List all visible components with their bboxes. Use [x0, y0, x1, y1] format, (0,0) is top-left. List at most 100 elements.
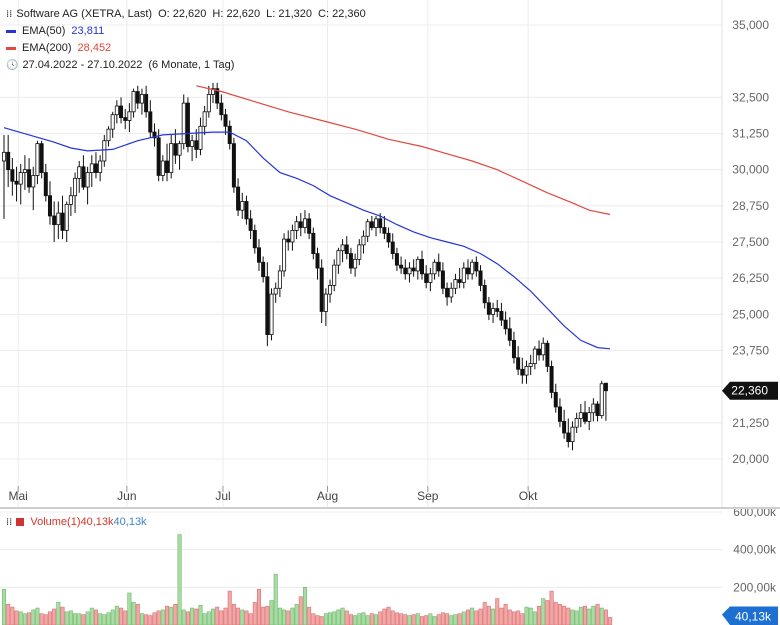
- candle-up: [461, 267, 466, 283]
- grip-icon[interactable]: ⁞⁞: [6, 516, 13, 528]
- candle-up: [31, 175, 36, 188]
- ema200-line: [196, 85, 611, 216]
- volume-bar: [194, 608, 199, 625]
- candle-up: [302, 218, 307, 228]
- high-value: 22,620: [226, 8, 261, 20]
- volume-bar: [445, 613, 450, 625]
- volume-bar: [22, 613, 27, 625]
- candle-down: [603, 382, 608, 392]
- candle-up: [532, 348, 537, 364]
- candle-down: [39, 143, 44, 173]
- candle-up: [190, 140, 195, 147]
- price-tick-label: 20,000: [732, 452, 769, 466]
- candle-down: [236, 186, 241, 211]
- volume-bar: [85, 611, 90, 625]
- ema50-line: [3, 127, 611, 350]
- ema200-legend-row[interactable]: EMA(200) 28,452: [6, 40, 366, 57]
- price-tick-label: 27,500: [732, 235, 769, 249]
- candle-up: [210, 88, 215, 95]
- volume-legend: ⁞⁞ Volume(1) 40,13k 40,13k: [6, 516, 147, 528]
- volume-bar: [591, 605, 596, 625]
- candle-up: [365, 221, 370, 237]
- candle-up: [22, 169, 27, 173]
- ema50-legend-row[interactable]: EMA(50) 23,811: [6, 23, 366, 40]
- volume-bar: [357, 613, 362, 625]
- volume-bar: [353, 615, 358, 625]
- grip-icon[interactable]: ⁞⁞: [6, 9, 13, 20]
- candle-down: [403, 267, 408, 275]
- volume-bar: [470, 607, 475, 625]
- volume-bar: [537, 605, 542, 625]
- volume-bar: [574, 610, 579, 625]
- volume-bar: [361, 612, 366, 625]
- candle-up: [277, 270, 282, 289]
- volume-bar: [127, 592, 132, 625]
- candle-down: [566, 432, 571, 443]
- candle-down: [399, 264, 404, 269]
- volume-bar: [374, 614, 379, 625]
- volume-bar: [156, 610, 161, 625]
- candle-down: [386, 232, 391, 243]
- ema50-label: EMA(50): [22, 25, 66, 37]
- candle-down: [248, 218, 253, 231]
- volume-bar: [603, 609, 608, 625]
- volume-bar: [206, 611, 211, 625]
- candle-down: [319, 267, 324, 312]
- volume-bar: [35, 607, 40, 625]
- volume-bar: [474, 610, 479, 625]
- volume-bar: [545, 600, 550, 625]
- price-tick-label: 30,000: [732, 163, 769, 177]
- volume-bar: [185, 611, 190, 625]
- volume-bar: [236, 607, 241, 625]
- candle-up: [160, 160, 165, 176]
- volume-bar: [223, 607, 228, 625]
- candle-down: [495, 308, 500, 312]
- price-tick-label: 25,000: [732, 307, 769, 321]
- volume-bar: [211, 608, 216, 625]
- volume-bar: [252, 602, 257, 625]
- open-label: O:: [158, 8, 170, 20]
- month-label: Mai: [9, 489, 28, 503]
- candle-up: [77, 166, 82, 179]
- ema50-swatch: [6, 30, 16, 33]
- candle-up: [202, 111, 207, 127]
- candle-down: [486, 302, 491, 315]
- volume-tag-bg: [722, 606, 778, 625]
- candle-down: [478, 270, 483, 286]
- price-tag-bg: [722, 381, 778, 400]
- volume-bar: [165, 605, 170, 625]
- candle-down: [545, 342, 550, 367]
- volume-bar: [344, 610, 349, 625]
- candle-down: [252, 230, 257, 249]
- volume-bar: [499, 607, 504, 625]
- candle-up: [198, 125, 203, 150]
- candle-up: [127, 111, 132, 121]
- low-label: L:: [266, 8, 276, 20]
- volume-bar: [507, 609, 512, 625]
- candle-up: [35, 143, 40, 176]
- candlestick-series: [2, 82, 608, 451]
- volume-bar: [478, 608, 483, 625]
- volume-bar: [10, 606, 15, 625]
- chart-legend: ⁞⁞ Software AG (XETRA, Last) O: 22,620 H…: [6, 6, 366, 74]
- candle-down: [516, 357, 521, 370]
- volume-bar: [315, 615, 320, 625]
- candle-down: [165, 160, 170, 173]
- volume-bar: [407, 615, 412, 625]
- candle-down: [223, 114, 228, 127]
- candle-up: [491, 308, 496, 315]
- candle-up: [18, 172, 23, 185]
- close-label: C:: [318, 8, 330, 20]
- candle-up: [169, 143, 174, 173]
- price-tag-label: 22,360: [731, 384, 768, 398]
- volume-bar: [461, 611, 466, 625]
- volume-bar: [432, 616, 437, 625]
- volume-bar: [152, 612, 157, 625]
- month-label: Jul: [215, 489, 230, 503]
- candle-down: [311, 232, 316, 254]
- volume-bar: [411, 614, 416, 625]
- high-label: H:: [212, 8, 224, 20]
- volume-bar: [290, 607, 295, 625]
- volume-bar: [47, 611, 52, 625]
- volume-bar: [114, 605, 119, 625]
